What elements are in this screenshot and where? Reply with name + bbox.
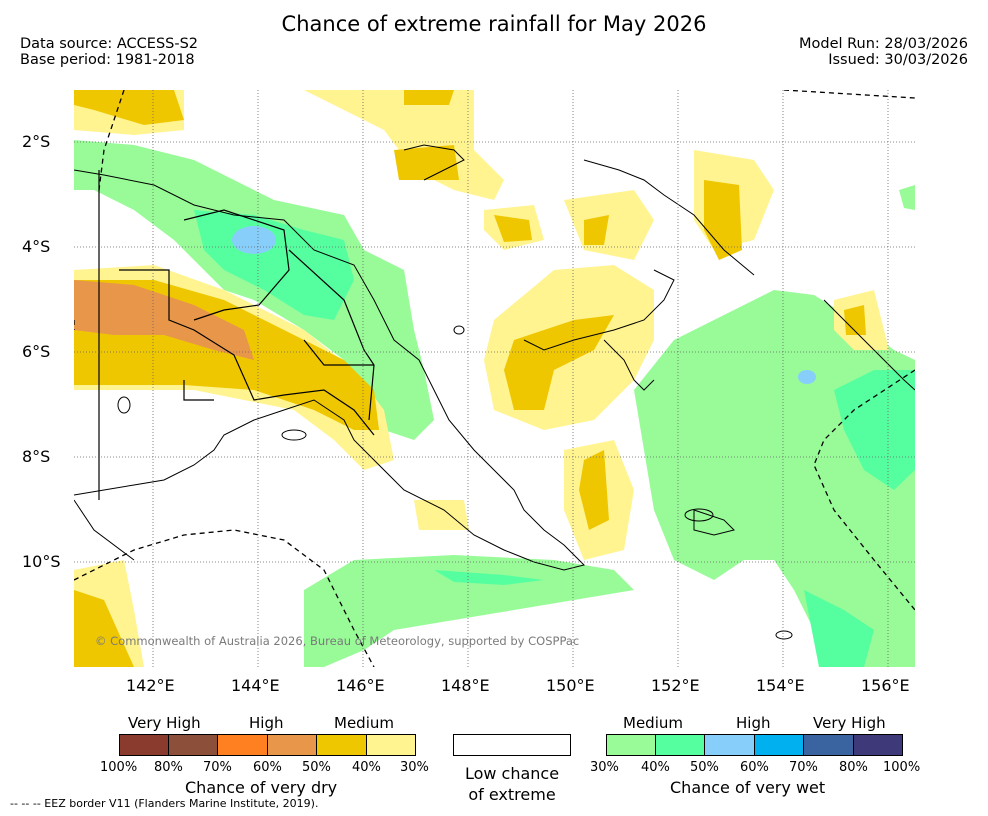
lon-tick-142e: 142°E — [126, 676, 175, 695]
province-borders — [98, 170, 375, 500]
wet-tick-50: 50% — [690, 760, 719, 775]
lat-tick-2s: 2°S — [22, 132, 51, 151]
islands — [117, 325, 793, 640]
dry-swatch-6 — [366, 734, 416, 756]
wet-tick-70: 70% — [789, 760, 818, 775]
dry-tick-40: 40% — [352, 760, 381, 775]
wet-very-high-label: Very High — [813, 714, 886, 732]
data-source: Data source: ACCESS-S2 — [20, 36, 199, 52]
lon-tick-154e: 154°E — [756, 676, 805, 695]
dry-high-label: High — [249, 714, 284, 732]
dry-tick-70: 70% — [203, 760, 232, 775]
dry-tick-100: 100% — [100, 760, 138, 775]
dry-very-high-label: Very High — [128, 714, 201, 732]
wet-high-label: High — [736, 714, 771, 732]
copyright-notice: © Commonwealth of Australia 2026, Bureau… — [95, 634, 580, 648]
eez-borders — [74, 90, 915, 667]
coastlines — [74, 144, 915, 571]
rainfall-map — [74, 90, 915, 667]
low-chance-caption-1: Low chance — [464, 764, 560, 783]
dry-tick-50: 50% — [302, 760, 331, 775]
lon-tick-144e: 144°E — [231, 676, 280, 695]
low-chance-swatch — [453, 734, 571, 756]
lat-tick-10s: 10°S — [22, 552, 61, 571]
wet-swatch-4 — [754, 734, 803, 756]
eez-note: -- -- -- EEZ border V11 (Flanders Marine… — [10, 797, 319, 810]
wet-tick-100: 100% — [883, 760, 921, 775]
dry-medium-label: Medium — [334, 714, 394, 732]
wet-swatch-6 — [853, 734, 903, 756]
wet-swatch-5 — [803, 734, 853, 756]
wet-swatch-3 — [704, 734, 754, 756]
map-title: Chance of extreme rainfall for May 2026 — [281, 12, 707, 36]
dry-swatch-4 — [267, 734, 316, 756]
wet-swatch-2 — [655, 734, 704, 756]
wet-medium-label: Medium — [623, 714, 683, 732]
lat-tick-4s: 4°S — [22, 237, 51, 256]
grid-lines — [74, 90, 915, 667]
dry-tick-80: 80% — [154, 760, 183, 775]
lon-tick-150e: 150°E — [546, 676, 595, 695]
low-chance-caption-2: of extreme — [468, 785, 556, 804]
issued-date: Issued: 30/03/2026 — [828, 52, 968, 68]
wet-tick-80: 80% — [839, 760, 868, 775]
lon-tick-148e: 148°E — [441, 676, 490, 695]
wet-tick-30: 30% — [590, 760, 619, 775]
wet-tick-40: 40% — [641, 760, 670, 775]
wet-swatch-1 — [606, 734, 655, 756]
lon-tick-156e: 156°E — [861, 676, 910, 695]
dry-swatch-3 — [217, 734, 267, 756]
wet-caption: Chance of very wet — [670, 778, 826, 797]
model-run: Model Run: 28/03/2026 — [798, 36, 968, 52]
lon-tick-146e: 146°E — [336, 676, 385, 695]
base-period: Base period: 1981-2018 — [20, 52, 195, 68]
dry-swatch-2 — [168, 734, 217, 756]
wet-medium-regions — [74, 140, 915, 667]
dry-tick-60: 60% — [253, 760, 282, 775]
dry-swatch-1 — [119, 734, 168, 756]
lat-tick-6s: 6°S — [22, 342, 51, 361]
dry-tick-30: 30% — [400, 760, 429, 775]
wet-tick-60: 60% — [740, 760, 769, 775]
dry-caption: Chance of very dry — [185, 778, 338, 797]
lat-tick-8s: 8°S — [22, 447, 51, 466]
dry-swatch-5 — [316, 734, 366, 756]
lon-tick-152e: 152°E — [651, 676, 700, 695]
